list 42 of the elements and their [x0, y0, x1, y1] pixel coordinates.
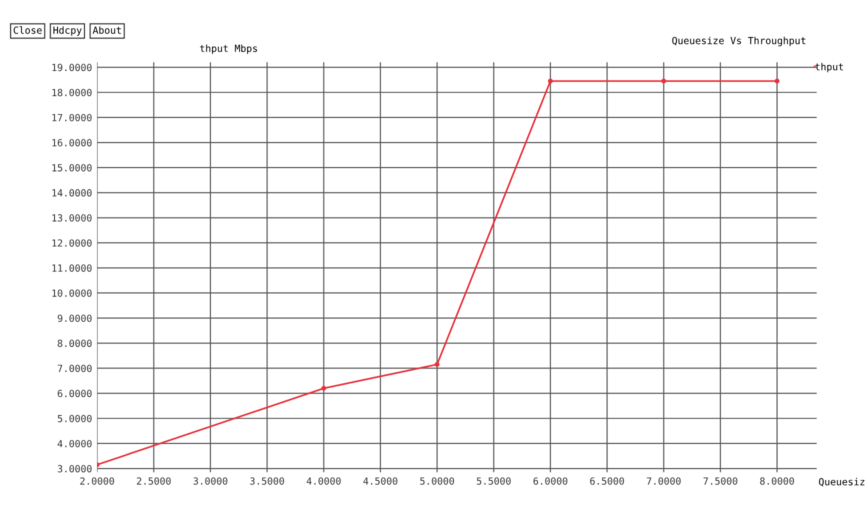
- y-tick-label: 9.0000: [58, 314, 92, 322]
- y-tick-label: 16.0000: [52, 139, 92, 146]
- x-tick-label: 7.5000: [703, 477, 738, 485]
- y-tick-label: 19.0000: [52, 64, 92, 72]
- y-tick-label: 11.0000: [52, 264, 92, 272]
- chart-title: Queuesize Vs Throughput: [672, 36, 806, 46]
- y-tick-label: 17.0000: [52, 114, 92, 122]
- text: About: [92, 26, 121, 34]
- y-tick-label: 4.0000: [58, 440, 92, 448]
- x-tick-label: 8.0000: [760, 477, 794, 485]
- point: [434, 362, 440, 367]
- y-tick-label: 5.0000: [58, 414, 92, 422]
- y-tick-label: 10.0000: [52, 289, 92, 297]
- x-tick-label: 3.0000: [194, 477, 228, 485]
- point: [774, 78, 780, 84]
- y-tick-label: 7.0000: [58, 364, 92, 372]
- x-tick-label: 4.5000: [363, 477, 398, 485]
- x-tick-label: 2.5000: [136, 477, 171, 485]
- point: [321, 386, 326, 391]
- y-tick-label: 12.0000: [52, 239, 92, 247]
- y-tick-label: 18.0000: [52, 88, 92, 96]
- y-tick-label: 8.0000: [58, 340, 92, 347]
- point: [661, 78, 666, 84]
- x-tick-label: 6.0000: [533, 477, 568, 485]
- y-tick-label: 14.0000: [52, 189, 92, 197]
- x-tick-label: 5.0000: [420, 477, 454, 485]
- x-axis-title: Queuesiz: [818, 478, 864, 487]
- text: Hdcpy: [53, 26, 82, 36]
- y-axis-title: thput Mbps: [200, 44, 257, 54]
- x-tick-label: 3.5000: [250, 477, 284, 485]
- legend-label: thput: [815, 62, 843, 72]
- text: Close: [14, 26, 42, 34]
- x-tick-label: 2.0000: [80, 477, 114, 485]
- x-tick-label: 4.0000: [306, 477, 341, 485]
- x-tick-label: 7.0000: [646, 477, 681, 485]
- y-tick-label: 13.0000: [52, 214, 92, 222]
- x-tick-label: 6.5000: [590, 477, 624, 485]
- x-tick-label: 5.5000: [476, 477, 511, 485]
- y-tick-label: 6.0000: [58, 390, 92, 398]
- point: [548, 78, 553, 84]
- y-tick-label: 3.0000: [58, 465, 92, 472]
- y-tick-label: 15.0000: [52, 164, 92, 172]
